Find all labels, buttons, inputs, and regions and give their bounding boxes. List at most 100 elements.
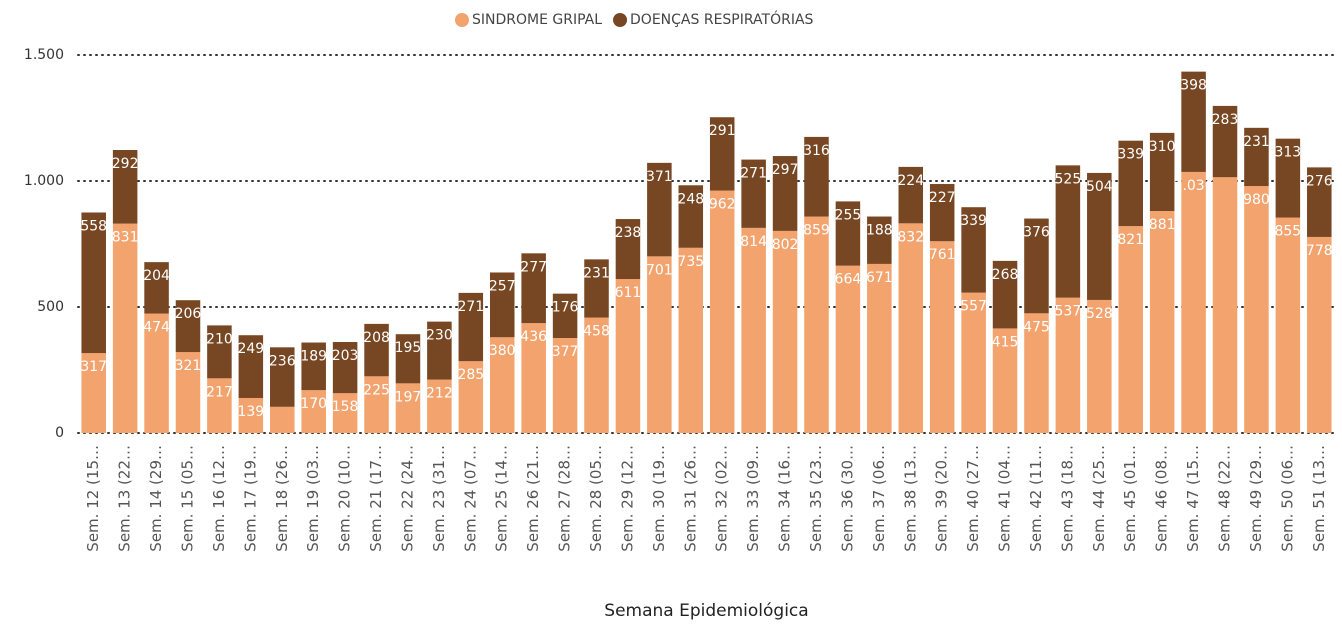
bar-segment	[552, 337, 578, 433]
data-label: 276	[1306, 173, 1333, 189]
bar-segment	[270, 347, 295, 407]
data-label: 268	[992, 267, 1019, 283]
data-label: 271	[740, 166, 767, 182]
bar-segment	[647, 162, 672, 257]
bar-segment	[427, 379, 452, 433]
bar-segment	[81, 212, 106, 354]
data-label: 283	[1212, 112, 1239, 128]
x-tick-label: Sem. 35 (23…	[807, 445, 825, 552]
data-label: 230	[426, 328, 453, 344]
data-label: 217	[206, 384, 233, 400]
bar-segment	[929, 184, 955, 242]
data-label: 189	[300, 349, 327, 365]
bar-segment	[584, 259, 609, 318]
data-label: 170	[300, 396, 327, 412]
data-label: 504	[1086, 179, 1113, 195]
bar-segment	[112, 150, 138, 224]
bar-segment	[835, 265, 861, 433]
data-label: 188	[866, 223, 893, 239]
data-label: 525	[1055, 171, 1082, 187]
x-tick-label: Sem. 18 (26…	[273, 445, 291, 552]
x-tick-label: Sem. 42 (11…	[1027, 445, 1045, 552]
data-label: 310	[1149, 139, 1176, 155]
x-tick-label: Sem. 37 (06…	[870, 445, 888, 552]
bar-segment	[552, 293, 578, 338]
bar-segment	[1024, 218, 1049, 314]
bar-segment	[458, 292, 484, 362]
bar-segment	[1024, 313, 1049, 433]
x-tick-label: Sem. 49 (29…	[1247, 445, 1265, 552]
data-label: 210	[206, 331, 233, 347]
x-tick-label: Sem. 43 (18…	[1058, 445, 1076, 552]
x-tick-label: Sem. 13 (22…	[116, 445, 134, 552]
bar-segment	[270, 406, 295, 433]
x-tick-label: Sem. 46 (08…	[1153, 445, 1171, 552]
data-label: 292	[112, 156, 139, 172]
x-tick-label: Sem. 16 (12…	[210, 445, 228, 552]
x-tick-label: Sem. 34 (16…	[776, 445, 794, 552]
bar-segment	[678, 185, 704, 248]
bar-segment	[1244, 186, 1269, 433]
data-label: 1.036	[1174, 178, 1214, 194]
data-label: 558	[80, 219, 107, 235]
data-label: 458	[583, 324, 610, 340]
y-tick-label: 500	[37, 299, 64, 315]
x-tick-label: Sem. 39 (20…	[933, 445, 951, 552]
data-label: 475	[1023, 319, 1050, 335]
data-label: 206	[175, 306, 202, 322]
bar-segment	[1275, 138, 1301, 218]
bar-segment	[144, 313, 169, 433]
bar-segment	[301, 390, 326, 433]
x-tick-label: Sem. 36 (30…	[838, 445, 856, 552]
bar-segment	[238, 397, 264, 433]
bar-segment	[584, 317, 609, 433]
data-label: 195	[395, 340, 422, 356]
bar-segment	[427, 321, 452, 380]
bar-segment	[489, 337, 515, 433]
bar-segment	[615, 279, 641, 433]
bar-segment	[1307, 167, 1332, 237]
x-tick-label: Sem. 32 (02…	[713, 445, 731, 552]
data-label: 380	[489, 343, 516, 359]
data-label: 271	[457, 299, 484, 315]
x-tick-label: Sem. 29 (12…	[618, 445, 636, 552]
bar-segment	[929, 241, 955, 433]
data-label: 236	[269, 353, 296, 369]
bar-segment	[207, 378, 232, 433]
bar-segment	[1212, 177, 1238, 433]
bar-segment	[1307, 236, 1332, 433]
bar-segment	[1149, 132, 1175, 211]
data-label: 701	[646, 262, 673, 278]
bar-segment	[992, 260, 1018, 329]
data-label: 197	[395, 389, 422, 405]
x-tick-label: Sem. 23 (31…	[430, 445, 448, 552]
data-label: 204	[143, 268, 170, 284]
x-tick-label: Sem. 45 (01…	[1121, 445, 1139, 552]
bar-segment	[772, 156, 798, 231]
bar-segment	[1055, 165, 1081, 298]
data-label: 139	[237, 404, 264, 420]
data-label: 855	[1274, 224, 1301, 240]
data-label: 415	[992, 334, 1019, 350]
legend-marker	[613, 13, 628, 27]
data-label: 474	[143, 320, 170, 336]
bar-segment	[1149, 210, 1175, 433]
bar-segment	[898, 166, 924, 224]
data-label: 212	[426, 386, 453, 402]
data-label: 225	[363, 382, 390, 398]
data-label: 203	[332, 348, 359, 364]
x-tick-label: Sem. 40 (27…	[964, 445, 982, 552]
data-label: 313	[1274, 145, 1301, 161]
bar-segment	[364, 376, 389, 433]
x-tick-label: Sem. 41 (04…	[996, 445, 1014, 552]
legend-label: SINDROME GRIPAL	[472, 12, 602, 28]
x-tick-label: Sem. 31 (26…	[681, 445, 699, 552]
data-label: 821	[1117, 232, 1144, 248]
bar-segment	[741, 159, 766, 228]
x-tick-label: Sem. 15 (05…	[178, 445, 196, 552]
bar-segment	[709, 117, 735, 191]
data-label: 257	[489, 278, 516, 294]
bar-segment	[1118, 140, 1143, 227]
data-label: 962	[709, 197, 736, 213]
bar-segment	[332, 393, 358, 433]
